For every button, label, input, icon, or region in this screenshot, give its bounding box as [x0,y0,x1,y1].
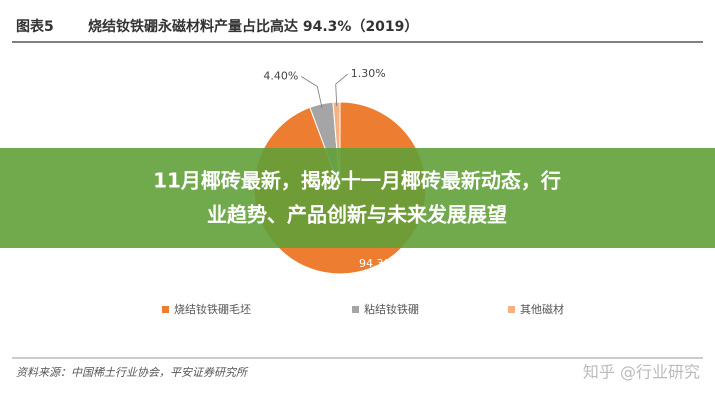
banner-line: 11月椰砖最新，揭秘十一月椰砖最新动态，行 [153,169,561,193]
slice-label: 4.40% [263,70,298,83]
legend-label: 粘结钕铁硼 [364,302,419,316]
legend-swatch [162,306,169,313]
watermark: 知乎 @行业研究 [583,363,700,382]
chart-title: 烧结钕铁硼永磁材料产量占比高达 94.3%（2019） [88,18,418,35]
banner [0,148,715,248]
legend: 烧结钕铁硼毛坯 粘结钕铁硼 其他磁材 [162,302,564,316]
leader-line [301,76,323,109]
leader-line [335,73,349,107]
banner-line: 业趋势、产品创新与未来发展展望 [207,203,507,227]
legend-swatch [508,306,515,313]
slice-label: 94.30% [359,257,401,270]
legend-label: 烧结钕铁硼毛坯 [174,303,251,316]
legend-label: 其他磁材 [520,302,564,316]
legend-swatch [352,306,359,313]
slice-label: 1.30% [351,67,386,80]
source: 资料来源：中国稀土行业协会，平安证券研究所 [16,366,249,379]
figure-label: 图表5 [16,18,54,35]
